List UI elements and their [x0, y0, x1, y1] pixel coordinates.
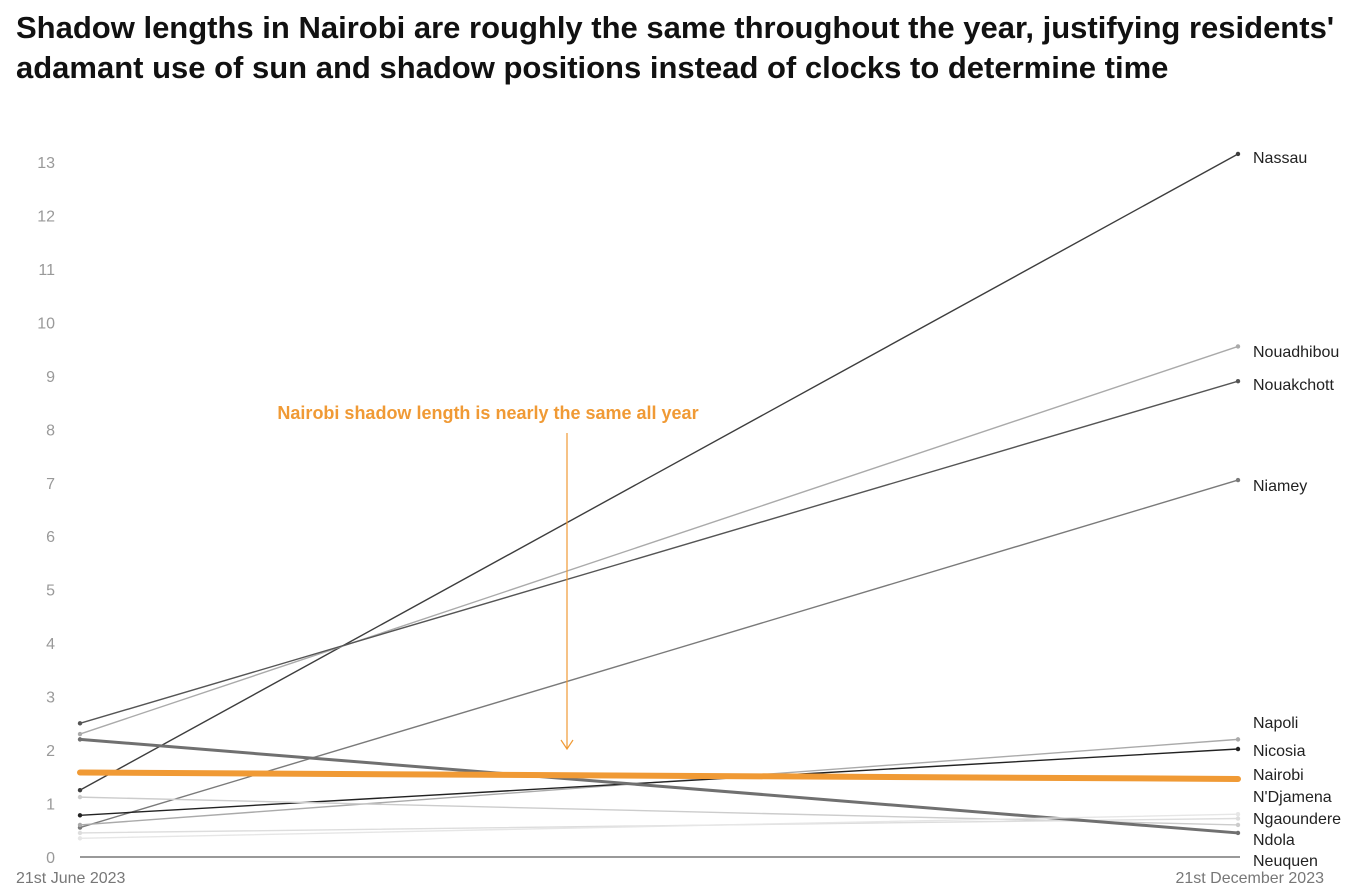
series-label-nouakchott: Nouakchott [1253, 377, 1334, 394]
y-tick-label: 6 [46, 529, 55, 546]
series-labels: Nassau Nouadhibou Nouakchott Niamey Napoli Ni… [1253, 150, 1341, 870]
data-point [1235, 812, 1241, 817]
series-nairobi [77, 769, 1241, 782]
series-label-neuquen: Neuquen [1253, 853, 1318, 870]
series-label-nicosia: Nicosia [1253, 743, 1306, 760]
data-point [1235, 816, 1241, 821]
series-line-nairobi [77, 769, 1241, 782]
x-axis-labels: 21st June 2023 21st December 2023 [16, 870, 1324, 887]
y-tick-label: 8 [46, 422, 55, 439]
data-point [77, 836, 83, 841]
series-label-ngaoundere: Ngaoundere [1253, 811, 1341, 828]
y-tick-label: 9 [46, 369, 55, 386]
series-line-nicosia [79, 748, 1239, 816]
data-point [77, 731, 83, 737]
data-point [1235, 746, 1241, 752]
data-point [1235, 737, 1241, 742]
x-tick-label: 21st June 2023 [16, 870, 126, 887]
chart-title: Shadow lengths in Nairobi are roughly th… [16, 10, 1335, 85]
series-line-nouadhibou [79, 345, 1239, 735]
y-tick-label: 12 [37, 208, 55, 225]
y-tick-label: 10 [37, 315, 55, 332]
series-neuquen [77, 812, 1241, 841]
data-point [1235, 344, 1241, 349]
data-point [1235, 822, 1241, 828]
series-label-niamey: Niamey [1253, 478, 1307, 495]
y-tick-label: 5 [46, 583, 55, 600]
x-tick-label: 21st December 2023 [1175, 870, 1324, 887]
data-point [1235, 378, 1241, 384]
series-line-niamey [79, 479, 1239, 829]
data-point [77, 737, 83, 742]
series-nassau [77, 151, 1241, 793]
series-nouakchott [77, 378, 1241, 726]
series-line-nouakchott [79, 380, 1239, 725]
series-line-neuquen [79, 813, 1239, 839]
nairobi-annotation: Nairobi shadow length is nearly the same… [277, 403, 699, 751]
series-label-ndola: Ndola [1253, 832, 1295, 849]
series-lines [77, 151, 1241, 841]
data-point [1235, 830, 1241, 836]
series-line-nassau [79, 153, 1239, 791]
y-tick-label: 11 [38, 262, 55, 279]
annotation-arrowhead [560, 739, 574, 751]
series-label-nairobi: Nairobi [1253, 767, 1304, 784]
data-point [77, 830, 83, 836]
series-label-nassau: Nassau [1253, 150, 1307, 167]
annotation-text: Nairobi shadow length is nearly the same… [277, 403, 698, 423]
series-label-napoli: Napoli [1253, 715, 1298, 732]
y-tick-label: 0 [46, 850, 55, 867]
y-tick-label: 3 [46, 690, 55, 707]
series-nouadhibou [77, 344, 1241, 737]
series-label-n-djamena: N'Djamena [1253, 789, 1332, 806]
data-point [77, 721, 83, 726]
series-line-ndola [78, 737, 1240, 835]
data-point [77, 822, 83, 828]
y-tick-label: 1 [46, 797, 55, 814]
series-n-djamena [77, 794, 1241, 828]
series-ndola [77, 737, 1241, 836]
data-point [77, 794, 83, 800]
data-point [1235, 477, 1241, 483]
y-tick-label: 7 [46, 476, 55, 493]
data-point [77, 787, 83, 793]
data-point [1235, 151, 1241, 157]
series-nicosia [77, 746, 1241, 818]
y-tick-label: 4 [46, 636, 55, 653]
series-label-nouadhibou: Nouadhibou [1253, 344, 1339, 361]
data-point [77, 813, 83, 818]
y-tick-label: 13 [37, 155, 55, 172]
y-tick-label: 2 [46, 743, 55, 760]
